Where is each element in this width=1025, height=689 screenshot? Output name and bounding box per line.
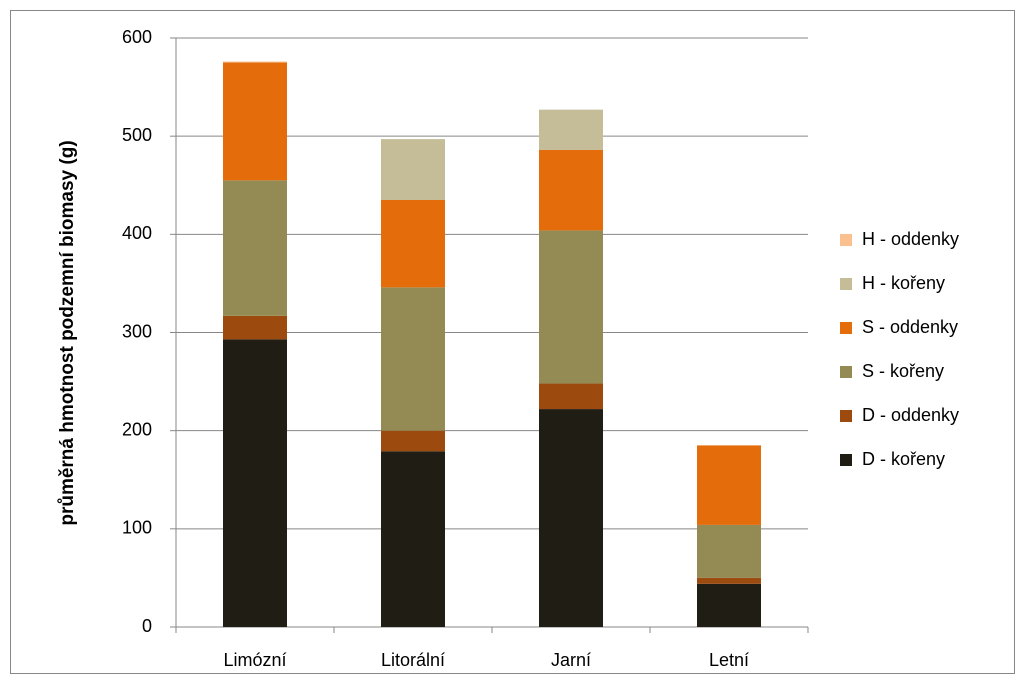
bar-segment — [539, 230, 603, 384]
bar-segment — [223, 180, 287, 316]
y-axis-label: průměrná hmotnost podzemní biomasy (g) — [57, 140, 78, 525]
chart-frame — [10, 10, 1015, 674]
y-tick-label: 300 — [122, 321, 152, 341]
bar-segment — [697, 577, 761, 584]
legend-swatch — [840, 410, 852, 422]
bar-segment — [539, 149, 603, 231]
bar-segment — [697, 445, 761, 525]
bar-segment — [223, 315, 287, 340]
legend-label: D - kořeny — [862, 449, 945, 469]
x-tick-label: Limózní — [223, 650, 286, 670]
bar-segment — [697, 583, 761, 627]
legend-swatch — [840, 278, 852, 290]
y-tick-label: 400 — [122, 223, 152, 243]
y-tick-label: 200 — [122, 419, 152, 439]
y-tick-label: 600 — [122, 27, 152, 47]
bar-segment — [381, 139, 445, 200]
bar-segment — [381, 451, 445, 627]
bar-segment — [223, 62, 287, 181]
bar-segment — [381, 199, 445, 288]
x-tick-label: Letní — [709, 650, 749, 670]
legend-label: H - kořeny — [862, 273, 945, 293]
bar-segment — [697, 524, 761, 578]
x-tick-label: Litorální — [381, 650, 445, 670]
legend-label: S - oddenky — [862, 317, 958, 337]
bar-segment — [539, 109, 603, 150]
legend-swatch — [840, 234, 852, 246]
bar-segment — [223, 339, 287, 627]
bar-segment — [381, 430, 445, 452]
legend-swatch — [840, 366, 852, 378]
legend-label: D - oddenky — [862, 405, 959, 425]
legend-label: H - oddenky — [862, 229, 959, 249]
bar-segment — [539, 383, 603, 410]
x-tick-label: Jarní — [551, 650, 591, 670]
legend-swatch — [840, 322, 852, 334]
y-tick-label: 0 — [142, 616, 152, 636]
y-tick-label: 500 — [122, 125, 152, 145]
legend-swatch — [840, 454, 852, 466]
y-tick-label: 100 — [122, 518, 152, 538]
bar-segment — [381, 287, 445, 431]
bar-segment — [223, 61, 287, 63]
bar-segment — [539, 409, 603, 627]
legend-label: S - kořeny — [862, 361, 944, 381]
